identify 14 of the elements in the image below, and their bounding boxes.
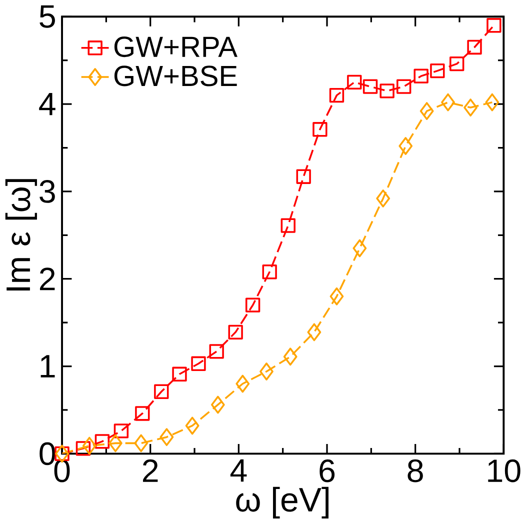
y-tick-label: 3 bbox=[40, 180, 55, 203]
x-tick-label: 2 bbox=[142, 459, 158, 482]
x-tick-label: 4 bbox=[230, 459, 247, 482]
x-tick-label: 8 bbox=[408, 459, 423, 482]
x-tick-label: 10 bbox=[488, 459, 520, 482]
legend-label: GW+RPA bbox=[114, 36, 238, 58]
y-axis-title: Im ε [ω] bbox=[5, 179, 37, 291]
y-tick-label: 2 bbox=[40, 268, 55, 290]
y-tick-label: 5 bbox=[40, 5, 55, 28]
y-tick-label: 4 bbox=[39, 93, 56, 116]
y-tick-label: 1 bbox=[40, 355, 55, 378]
x-axis-title: ω [eV] bbox=[236, 486, 328, 519]
x-tick-label: 6 bbox=[320, 459, 335, 482]
legend-label: GW+BSE bbox=[114, 66, 237, 86]
